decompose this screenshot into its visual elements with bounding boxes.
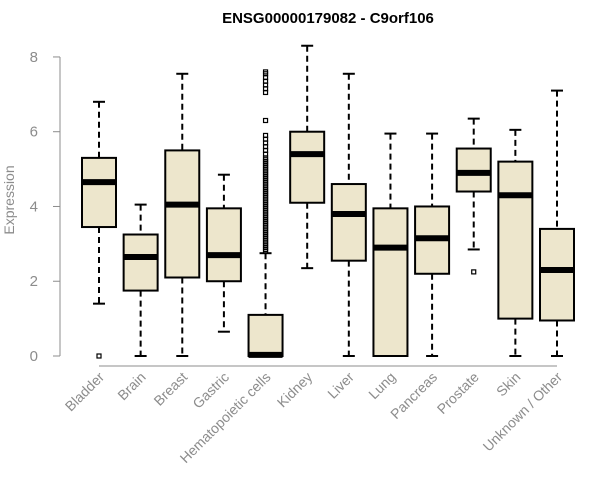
x-tick-label: Skin	[493, 369, 524, 400]
y-tick-label: 6	[30, 124, 38, 141]
y-axis-label: Expression	[1, 165, 17, 234]
x-tick-label: Brain	[114, 369, 148, 403]
x-tick-label: Unknown / Other	[480, 369, 566, 455]
y-tick-label: 2	[30, 273, 38, 290]
iqr-box	[164, 149, 201, 279]
iqr-box	[289, 130, 326, 204]
x-tick-label: Kidney	[274, 369, 316, 411]
axes: 0 2 4 6 8	[30, 49, 557, 367]
box-bladder	[81, 100, 117, 359]
outlier-point	[96, 353, 102, 359]
x-tick-label: Lung	[365, 369, 398, 402]
y-tick-label: 0	[30, 348, 38, 365]
iqr-box	[247, 313, 284, 357]
iqr-box	[539, 227, 575, 322]
box-pancreas	[414, 132, 451, 357]
boxes-group	[81, 44, 575, 359]
box-lung	[372, 132, 409, 357]
box-skin	[497, 128, 534, 357]
box-liver	[330, 72, 367, 357]
x-tick-label: Bladder	[62, 369, 108, 415]
iqr-box	[372, 207, 409, 357]
iqr-box	[81, 156, 117, 229]
x-tick-label: Liver	[324, 369, 357, 402]
iqr-box	[122, 233, 159, 292]
outlier-point	[262, 132, 269, 139]
box-breast	[164, 72, 201, 357]
y-tick-label: 8	[30, 49, 38, 66]
box-prostate	[455, 117, 492, 275]
x-tick-label: Breast	[150, 369, 190, 409]
box-unknown-other	[539, 89, 575, 357]
box-kidney	[289, 44, 326, 270]
iqr-box	[205, 207, 242, 283]
iqr-box	[330, 183, 367, 262]
iqr-box	[497, 160, 534, 320]
outlier-point	[262, 117, 269, 124]
chart-title: ENSG00000179082 - C9orf106	[222, 10, 434, 27]
box-brain	[122, 203, 159, 357]
x-tick-label: Prostate	[434, 369, 482, 417]
outlier-point	[471, 269, 477, 275]
y-tick-label: 4	[30, 198, 38, 215]
outlier-point	[262, 69, 269, 75]
box-hematopoietic-cells	[247, 69, 284, 358]
box-gastric	[205, 173, 242, 333]
